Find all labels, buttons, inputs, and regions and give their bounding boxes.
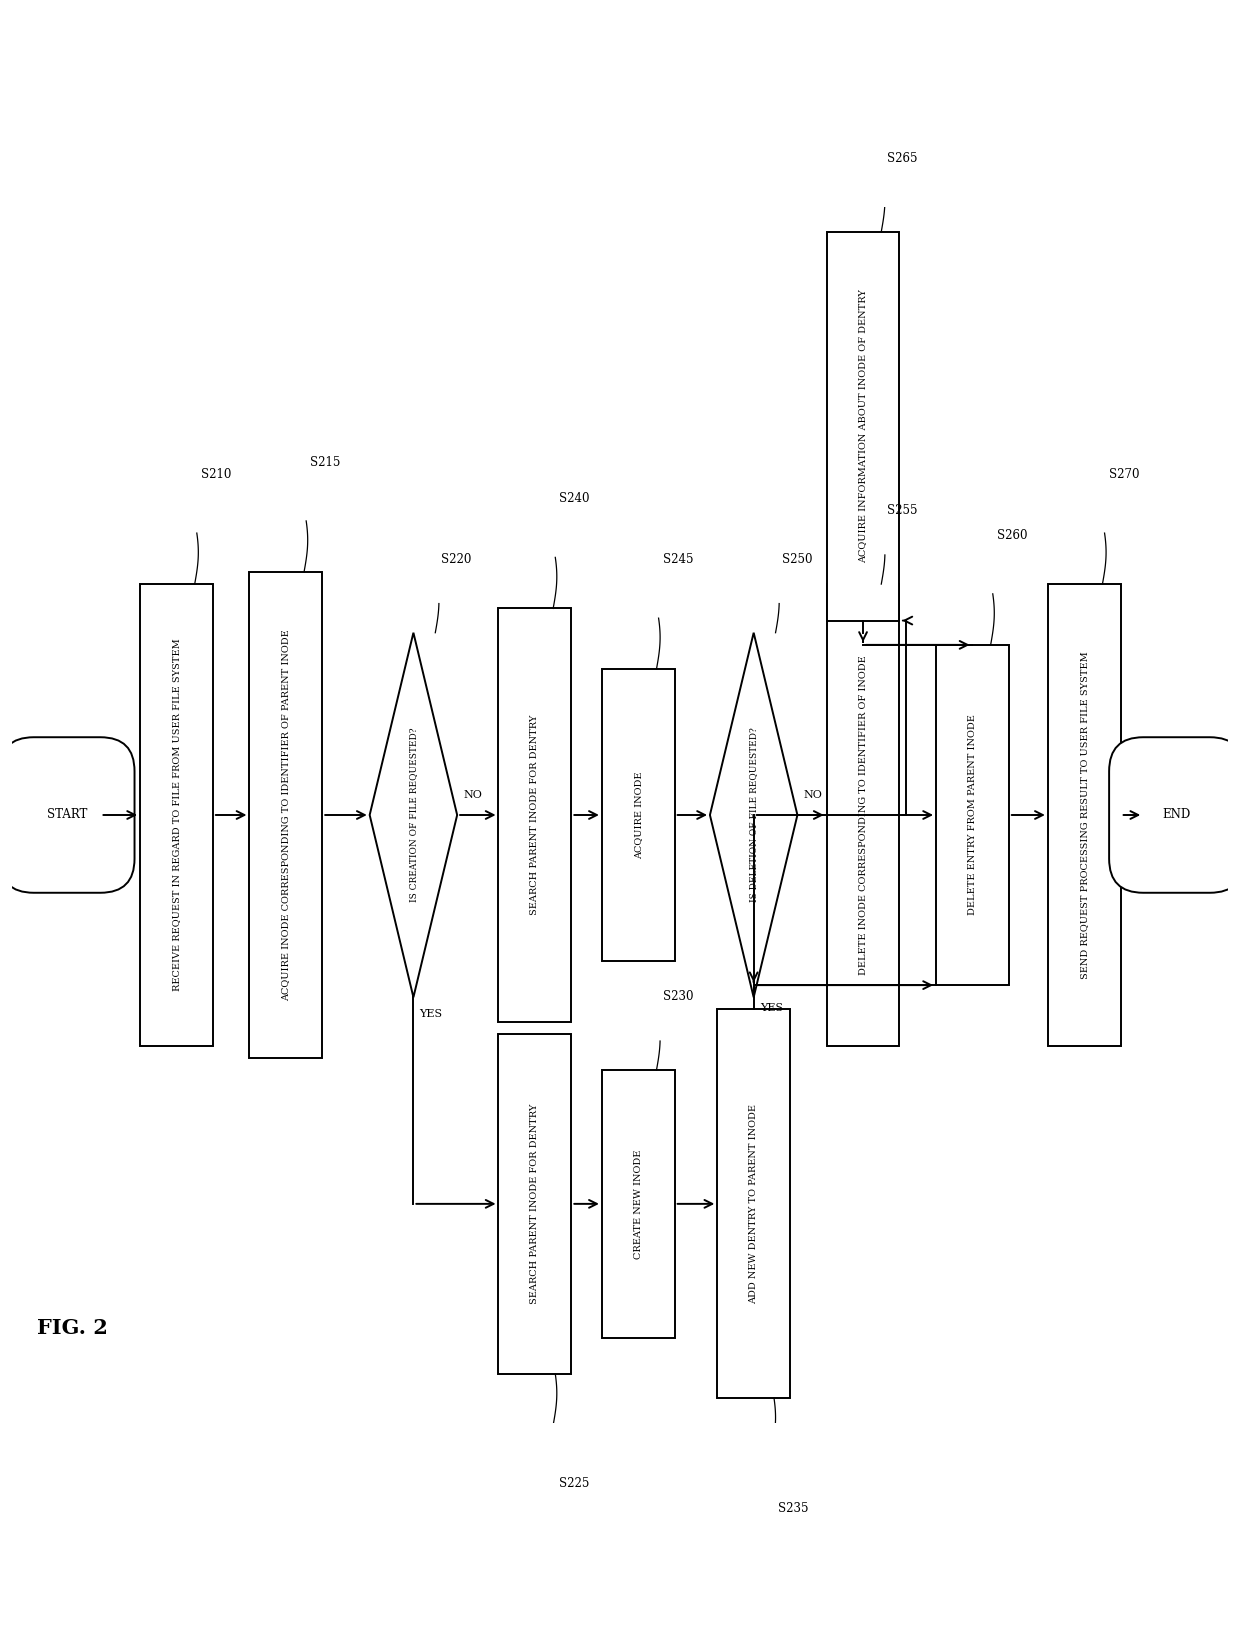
Text: DELETE INODE CORRESPONDING TO IDENTIFIER OF INODE: DELETE INODE CORRESPONDING TO IDENTIFIER… <box>858 655 868 975</box>
Text: S265: S265 <box>888 152 918 165</box>
Text: FIG. 2: FIG. 2 <box>37 1317 108 1338</box>
Text: S240: S240 <box>559 492 590 505</box>
Text: S225: S225 <box>559 1477 589 1490</box>
Text: S210: S210 <box>201 468 231 481</box>
Text: S260: S260 <box>997 528 1027 541</box>
FancyBboxPatch shape <box>1109 737 1240 893</box>
Text: IS CREATION OF FILE REQUESTED?: IS CREATION OF FILE REQUESTED? <box>409 727 418 903</box>
Bar <box>827 231 899 621</box>
FancyBboxPatch shape <box>0 737 134 893</box>
Bar <box>601 670 675 960</box>
Text: S250: S250 <box>781 553 812 566</box>
Bar <box>249 572 322 1058</box>
Bar <box>1048 584 1121 1046</box>
Text: END: END <box>1162 808 1190 822</box>
Bar <box>498 608 572 1022</box>
Text: S245: S245 <box>662 553 693 566</box>
Text: RECEIVE REQUEST IN REGARD TO FILE FROM USER FILE SYSTEM: RECEIVE REQUEST IN REGARD TO FILE FROM U… <box>172 639 181 991</box>
Bar <box>717 1009 790 1399</box>
Bar <box>601 1071 675 1338</box>
Polygon shape <box>370 632 458 998</box>
Bar <box>140 584 213 1046</box>
Text: S220: S220 <box>441 553 471 566</box>
Bar <box>827 584 899 1046</box>
Text: START: START <box>47 808 87 822</box>
Text: S235: S235 <box>777 1501 808 1514</box>
Bar <box>936 645 1009 985</box>
Text: SEARCH PARENT INODE FOR DENTRY: SEARCH PARENT INODE FOR DENTRY <box>531 1104 539 1304</box>
Text: S270: S270 <box>1109 468 1140 481</box>
Text: CREATE NEW INODE: CREATE NEW INODE <box>634 1149 642 1258</box>
Text: ACQUIRE INODE: ACQUIRE INODE <box>634 771 642 859</box>
Text: ACQUIRE INFORMATION ABOUT INODE OF DENTRY: ACQUIRE INFORMATION ABOUT INODE OF DENTR… <box>858 289 868 562</box>
Text: YES: YES <box>760 1004 782 1014</box>
Polygon shape <box>711 632 797 998</box>
Text: DELETE ENTRY FROM PARENT INODE: DELETE ENTRY FROM PARENT INODE <box>968 714 977 916</box>
Text: SEND REQUEST PROCESSING RESULT TO USER FILE SYSTEM: SEND REQUEST PROCESSING RESULT TO USER F… <box>1080 650 1089 980</box>
Text: S230: S230 <box>662 991 693 1004</box>
Text: SEARCH PARENT INODE FOR DENTRY: SEARCH PARENT INODE FOR DENTRY <box>531 716 539 914</box>
Bar <box>498 1033 572 1374</box>
Text: ACQUIRE INODE CORRESPONDING TO IDENTIFIER OF PARENT INODE: ACQUIRE INODE CORRESPONDING TO IDENTIFIE… <box>281 629 290 1001</box>
Text: YES: YES <box>419 1009 443 1019</box>
Text: S215: S215 <box>310 456 341 469</box>
Text: ADD NEW DENTRY TO PARENT INODE: ADD NEW DENTRY TO PARENT INODE <box>749 1104 758 1304</box>
Text: NO: NO <box>464 791 482 800</box>
Text: S255: S255 <box>888 504 918 517</box>
Text: NO: NO <box>804 791 822 800</box>
Text: IS DELETION OF FILE REQUESTED?: IS DELETION OF FILE REQUESTED? <box>749 727 758 903</box>
